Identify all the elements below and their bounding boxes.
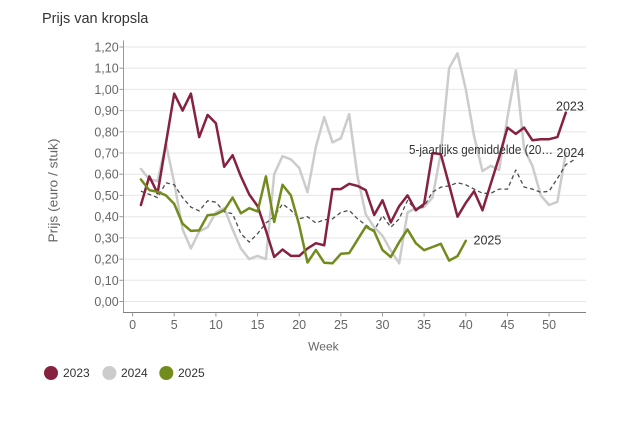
svg-text:0,30: 0,30 [94, 231, 118, 245]
svg-text:2024: 2024 [121, 366, 148, 380]
svg-text:0,60: 0,60 [94, 168, 118, 182]
svg-text:Prijs (euro / stuk): Prijs (euro / stuk) [47, 139, 61, 243]
svg-text:15: 15 [251, 318, 265, 332]
svg-text:0,80: 0,80 [94, 125, 118, 139]
svg-text:0,50: 0,50 [94, 189, 118, 203]
svg-text:2023: 2023 [63, 366, 90, 380]
svg-text:0,10: 0,10 [94, 274, 118, 288]
svg-text:1,20: 1,20 [94, 41, 118, 55]
svg-text:2024: 2024 [557, 146, 585, 160]
svg-text:0,40: 0,40 [94, 210, 118, 224]
svg-text:0: 0 [129, 318, 136, 332]
svg-text:Prijs van kropsla: Prijs van kropsla [42, 11, 149, 27]
svg-text:20: 20 [292, 318, 306, 332]
svg-text:0,00: 0,00 [94, 295, 118, 309]
svg-text:50: 50 [542, 318, 556, 332]
svg-text:Week: Week [308, 340, 339, 354]
svg-text:25: 25 [334, 318, 348, 332]
svg-text:2025: 2025 [474, 233, 502, 247]
svg-text:30: 30 [376, 318, 390, 332]
svg-text:5-jaarlijks gemiddelde (20…: 5-jaarlijks gemiddelde (20… [409, 143, 553, 157]
svg-text:45: 45 [501, 318, 515, 332]
svg-text:10: 10 [209, 318, 223, 332]
svg-text:35: 35 [417, 318, 431, 332]
svg-text:5: 5 [171, 318, 178, 332]
svg-text:0,90: 0,90 [94, 104, 118, 118]
svg-text:1,10: 1,10 [94, 62, 118, 76]
svg-text:2025: 2025 [178, 366, 205, 380]
svg-text:0,20: 0,20 [94, 253, 118, 267]
svg-text:1,00: 1,00 [94, 83, 118, 97]
svg-text:2023: 2023 [556, 100, 584, 114]
svg-text:40: 40 [459, 318, 473, 332]
svg-text:0,70: 0,70 [94, 147, 118, 161]
